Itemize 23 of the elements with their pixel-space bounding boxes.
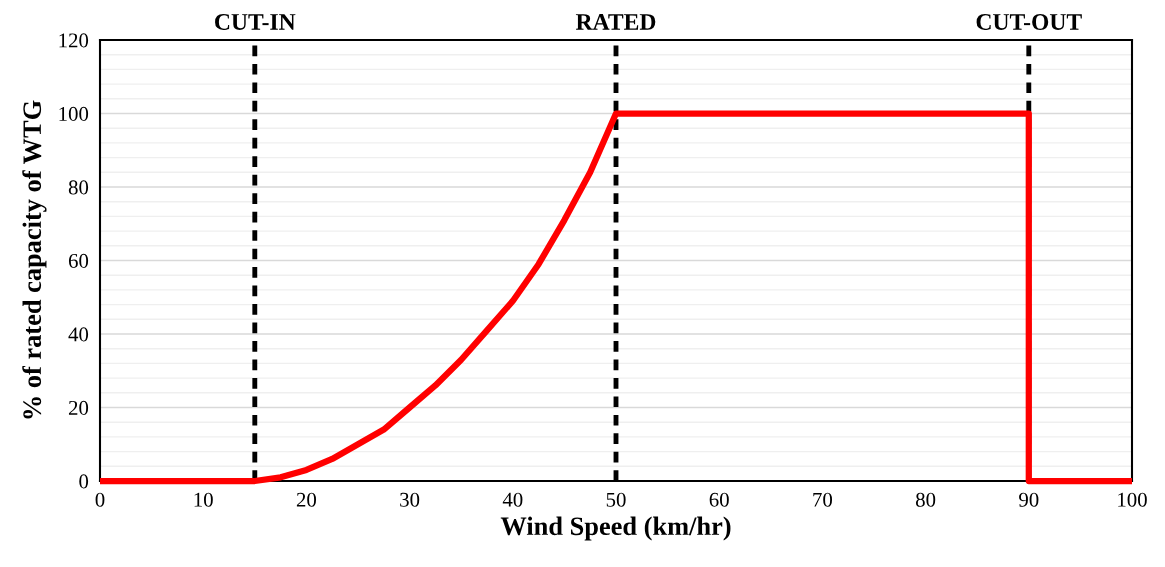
x-tick-label: 10 bbox=[194, 492, 213, 507]
x-tick-label: 20 bbox=[296, 492, 317, 507]
x-axis-title: Wind Speed (km/hr) bbox=[500, 516, 731, 541]
x-tick-label: 70 bbox=[813, 492, 833, 507]
y-tick-label: 120 bbox=[59, 33, 89, 48]
x-tick-label: 40 bbox=[502, 492, 523, 507]
y-tick-label: 20 bbox=[68, 400, 89, 415]
y-tick-label: 60 bbox=[68, 253, 89, 268]
x-tick-label: 90 bbox=[1019, 492, 1039, 507]
y-axis-title: % of rated capacity of WTG bbox=[22, 100, 47, 419]
x-tick-label: 60 bbox=[709, 492, 729, 507]
ref-line-label: RATED bbox=[575, 14, 656, 30]
x-tick-label: 80 bbox=[915, 492, 936, 507]
x-tick-label: 100 bbox=[1118, 492, 1147, 507]
y-tick-label: 100 bbox=[59, 106, 89, 121]
y-tick-label: 40 bbox=[68, 327, 89, 342]
ref-line-label: CUT-IN bbox=[215, 14, 296, 30]
y-tick-label: 0 bbox=[79, 474, 89, 489]
ref-line-label: CUT-OUT bbox=[976, 14, 1082, 30]
x-tick-label: 50 bbox=[606, 492, 626, 507]
y-tick-label: 80 bbox=[68, 180, 89, 195]
x-tick-label: 30 bbox=[400, 492, 420, 507]
x-tick-label: 0 bbox=[95, 492, 105, 507]
